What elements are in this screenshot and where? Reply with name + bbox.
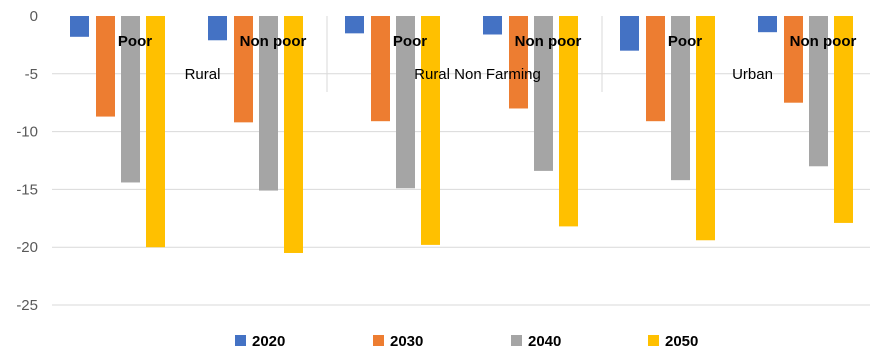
legend-label: 2020 <box>252 333 285 350</box>
y-tick-label: -5 <box>25 66 38 83</box>
bar-2020 <box>208 16 227 41</box>
legend-label: 2050 <box>665 333 698 350</box>
bar-2020 <box>483 16 502 35</box>
bar-2030 <box>784 16 803 103</box>
group-label: Rural <box>185 66 221 83</box>
bar-2050 <box>284 16 303 253</box>
subgroup-label: Poor <box>118 33 152 50</box>
y-tick-label: -25 <box>16 297 38 314</box>
subgroup-label: Poor <box>393 33 427 50</box>
legend-label: 2030 <box>390 333 423 350</box>
legend: 2020 2030 2040 2050 <box>235 333 698 350</box>
category-labels: Poor Non poor Rural Poor Non poor Rural Non F… <box>118 33 857 83</box>
group-dividers <box>326 16 603 92</box>
group-label: Rural Non Farming <box>414 66 541 83</box>
bar-2020 <box>758 16 777 33</box>
bars <box>70 16 853 253</box>
gridlines <box>52 73 870 306</box>
subgroup-label: Poor <box>668 33 702 50</box>
bar-2020 <box>345 16 364 34</box>
bar-2050 <box>696 16 715 241</box>
bar-2050 <box>559 16 578 227</box>
bar-2050 <box>834 16 853 223</box>
y-tick-label: -15 <box>16 181 38 198</box>
bar-2020 <box>620 16 639 51</box>
bar-2040 <box>259 16 278 191</box>
bar-2030 <box>509 16 528 109</box>
legend-swatch-2050 <box>648 335 659 346</box>
bar-2040 <box>121 16 140 183</box>
subgroup-label: Non poor <box>240 33 307 50</box>
legend-label: 2040 <box>528 333 561 350</box>
subgroup-label: Non poor <box>790 33 857 50</box>
legend-swatch-2040 <box>511 335 522 346</box>
bar-2050 <box>146 16 165 248</box>
bar-2040 <box>534 16 553 171</box>
group-label: Urban <box>732 66 773 83</box>
bar-2040 <box>671 16 690 181</box>
bar-2030 <box>646 16 665 122</box>
legend-swatch-2030 <box>373 335 384 346</box>
y-tick-label: -20 <box>16 239 38 256</box>
bar-2030 <box>96 16 115 117</box>
bar-2030 <box>371 16 390 122</box>
bar-2040 <box>809 16 828 167</box>
bar-2050 <box>421 16 440 245</box>
bar-2040 <box>396 16 415 189</box>
legend-swatch-2020 <box>235 335 246 346</box>
subgroup-label: Non poor <box>515 33 582 50</box>
y-tick-label: 0 <box>30 8 38 25</box>
bar-2020 <box>70 16 89 37</box>
y-tick-label: -10 <box>16 124 38 141</box>
y-axis: 0 -5 -10 -15 -20 -25 <box>16 8 38 314</box>
bar-2030 <box>234 16 253 123</box>
